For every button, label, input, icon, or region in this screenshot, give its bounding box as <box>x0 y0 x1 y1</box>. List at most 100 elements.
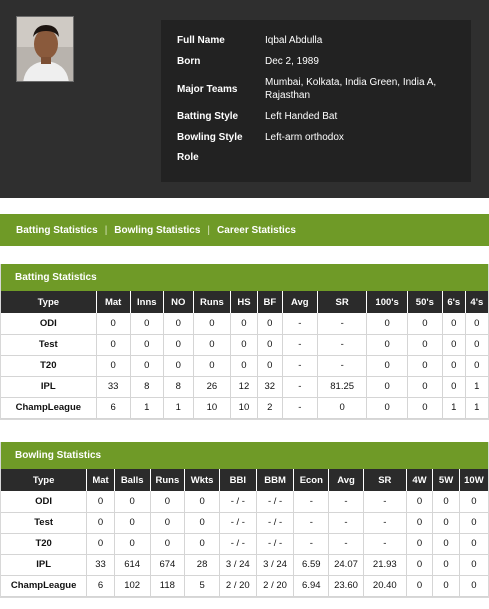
info-row-full-name: Full Name Iqbal Abdulla <box>177 34 465 47</box>
table-cell: 0 <box>406 554 434 576</box>
batting-section-title: Batting Statistics <box>1 264 488 291</box>
batting-style-label: Batting Style <box>177 111 239 122</box>
table-cell: 0 <box>465 313 488 335</box>
major-teams-label: Major Teams <box>177 83 238 95</box>
table-cell: - <box>282 334 318 356</box>
info-row-bowling-style: Bowling Style Left-arm orthodox <box>177 131 465 144</box>
table-cell: 102 <box>114 575 151 597</box>
column-header: SR <box>363 469 407 491</box>
table-cell: 0 <box>96 355 131 377</box>
table-cell: ODI <box>1 313 97 335</box>
table-cell: ChampLeague <box>1 397 97 419</box>
tab-separator: | <box>104 224 108 236</box>
column-header: 6's <box>442 291 466 313</box>
table-cell: 33 <box>86 554 115 576</box>
table-cell: - <box>328 491 364 513</box>
table-cell: 20.40 <box>363 575 407 597</box>
tab-batting-statistics[interactable]: Batting Statistics <box>16 224 98 236</box>
table-cell: - <box>317 334 368 356</box>
player-photo-image <box>17 17 73 81</box>
table-row: ODI 0 0 0 0 0 0 - - 0 0 0 0 <box>1 313 488 335</box>
table-cell: 614 <box>114 554 151 576</box>
table-cell: 0 <box>442 355 466 377</box>
table-cell: 0 <box>257 355 283 377</box>
table-cell: 0 <box>150 491 186 513</box>
table-cell: 21.93 <box>363 554 407 576</box>
table-cell: 0 <box>130 355 164 377</box>
table-cell: 0 <box>465 334 488 356</box>
info-row-role: Role <box>177 152 465 163</box>
table-cell: 0 <box>130 313 164 335</box>
table-cell: 0 <box>407 313 443 335</box>
born-label: Born <box>177 56 201 67</box>
table-cell: - <box>328 512 364 534</box>
batting-style-value: Left Handed Bat <box>265 111 338 122</box>
table-cell: - / - <box>219 512 257 534</box>
table-row: IPL 33 8 8 26 12 32 - 81.25 0 0 0 1 <box>1 376 488 398</box>
table-cell: 8 <box>163 376 194 398</box>
table-cell: - <box>317 355 368 377</box>
table-cell: - / - <box>219 533 257 555</box>
table-cell: 32 <box>257 376 283 398</box>
tab-separator: | <box>207 224 211 236</box>
table-cell: 0 <box>459 533 488 555</box>
column-header: Type <box>1 469 88 491</box>
stats-tab-bar: Batting Statistics | Bowling Statistics … <box>0 214 489 246</box>
table-cell: 0 <box>86 491 115 513</box>
table-cell: Test <box>1 512 88 534</box>
table-cell: 0 <box>230 355 258 377</box>
table-row: Test 0 0 0 0 0 0 - - 0 0 0 0 <box>1 334 488 356</box>
tab-career-statistics[interactable]: Career Statistics <box>217 224 296 236</box>
table-row: T20 0 0 0 0 0 0 - - 0 0 0 0 <box>1 355 488 377</box>
table-cell: 1 <box>130 397 164 419</box>
table-cell: 0 <box>407 334 443 356</box>
column-header: 10W <box>459 469 488 491</box>
table-cell: 0 <box>459 512 488 534</box>
table-cell: 0 <box>86 533 115 555</box>
table-row: ODI 0 0 0 0 - / - - / - - - - 0 0 0 <box>1 491 488 513</box>
full-name-label: Full Name <box>177 35 225 46</box>
column-header: BF <box>257 291 283 313</box>
full-name-value: Iqbal Abdulla <box>265 35 323 46</box>
born-value: Dec 2, 1989 <box>265 56 319 67</box>
table-cell: - / - <box>256 512 295 534</box>
table-cell: - <box>293 491 330 513</box>
column-header: Inns <box>130 291 164 313</box>
table-cell: - <box>293 533 330 555</box>
player-profile-header: Full Name Iqbal Abdulla Born Dec 2, 1989… <box>0 0 489 198</box>
table-cell: 0 <box>184 533 220 555</box>
column-header: Econ <box>293 469 330 491</box>
column-header: SR <box>317 291 368 313</box>
table-cell: 0 <box>366 334 408 356</box>
table-cell: - / - <box>256 491 295 513</box>
table-cell: 23.60 <box>328 575 364 597</box>
table-cell: 6 <box>96 397 131 419</box>
table-cell: 2 <box>257 397 283 419</box>
table-cell: 0 <box>163 334 194 356</box>
table-cell: 1 <box>465 376 488 398</box>
table-cell: T20 <box>1 533 88 555</box>
column-header: 50's <box>407 291 443 313</box>
table-cell: 0 <box>442 334 466 356</box>
table-cell: 3 / 24 <box>256 554 295 576</box>
table-cell: 6 <box>86 575 115 597</box>
tab-bowling-statistics[interactable]: Bowling Statistics <box>114 224 201 236</box>
table-cell: 0 <box>432 554 460 576</box>
column-header: Type <box>1 291 97 313</box>
table-cell: 0 <box>432 491 460 513</box>
table-cell: 0 <box>184 512 220 534</box>
table-cell: 24.07 <box>328 554 364 576</box>
table-cell: 81.25 <box>317 376 368 398</box>
table-cell: 0 <box>150 512 186 534</box>
bowling-section-title: Bowling Statistics <box>1 442 488 469</box>
bowling-statistics-section: Bowling Statistics Type Mat Balls Runs W… <box>0 442 489 598</box>
table-row: T20 0 0 0 0 - / - - / - - - - 0 0 0 <box>1 533 488 555</box>
table-cell: 0 <box>459 491 488 513</box>
table-cell: 0 <box>407 397 443 419</box>
column-header: 100's <box>366 291 408 313</box>
table-cell: 0 <box>193 334 232 356</box>
table-cell: 0 <box>163 355 194 377</box>
column-header: Avg <box>282 291 318 313</box>
table-cell: 12 <box>230 376 258 398</box>
table-cell: - <box>282 355 318 377</box>
